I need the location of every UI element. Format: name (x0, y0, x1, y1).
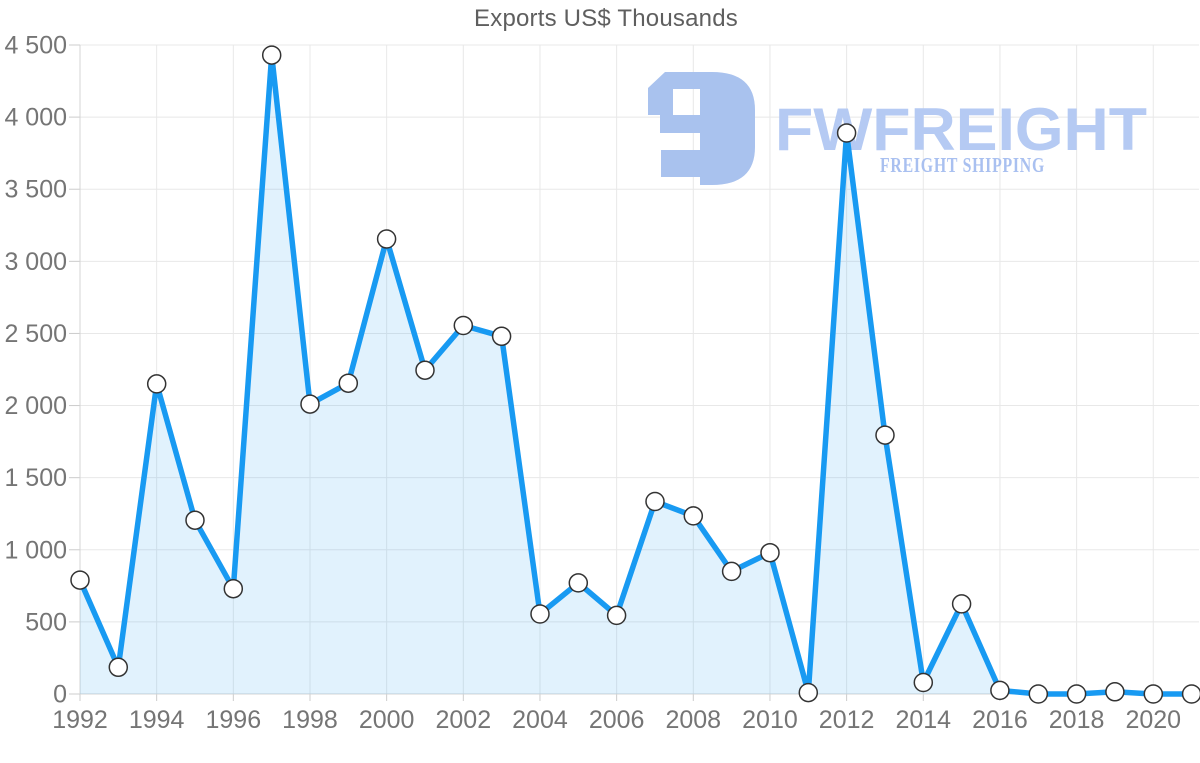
fwfreight-logo-icon (648, 72, 755, 185)
x-axis-label: 1992 (52, 706, 108, 734)
y-axis-label: 2 500 (4, 320, 67, 348)
logo-top-bar (648, 72, 700, 115)
data-point-2000[interactable] (376, 229, 397, 249)
x-axis-label: 2012 (819, 706, 875, 734)
x-axis-label: 2000 (359, 706, 415, 734)
chart-title: Exports US$ Thousands (474, 5, 738, 32)
data-point-2020[interactable] (1143, 684, 1164, 704)
x-axis-label: 2020 (1125, 706, 1181, 734)
y-axis-label: 0 (53, 681, 67, 709)
data-point-2010[interactable] (760, 542, 780, 563)
data-point-2017[interactable] (1028, 684, 1049, 704)
logo-middle-bar (660, 115, 700, 133)
data-point-1999[interactable] (338, 373, 359, 393)
fwfreight-watermark: FWFREIGHT FREIGHT SHIPPING (648, 72, 1147, 185)
logo-foot-bar (661, 150, 700, 177)
data-point-2014[interactable] (913, 672, 934, 693)
data-point-2006[interactable] (606, 605, 627, 626)
y-axis-label: 3 500 (4, 176, 67, 204)
data-point-2019[interactable] (1105, 682, 1125, 702)
data-point-1998[interactable] (300, 394, 320, 414)
data-point-2009[interactable] (721, 561, 742, 582)
x-axis-label: 2014 (895, 706, 951, 734)
data-point-2021[interactable] (1181, 684, 1200, 704)
data-point-1995[interactable] (185, 510, 205, 530)
data-point-1997[interactable] (261, 45, 282, 65)
series-layer (70, 45, 1200, 704)
data-point-2016[interactable] (990, 680, 1010, 701)
x-axis-label: 2002 (435, 706, 491, 734)
y-axis-label: 500 (25, 608, 67, 636)
data-point-2015[interactable] (951, 594, 972, 614)
data-point-2008[interactable] (683, 506, 704, 526)
y-axis-label: 2 000 (4, 392, 67, 420)
data-point-2007[interactable] (645, 491, 665, 512)
x-axis-label: 1998 (282, 706, 338, 734)
x-axis-label: 1996 (206, 706, 262, 734)
data-point-2018[interactable] (1066, 684, 1087, 704)
data-point-2003[interactable] (491, 326, 512, 347)
x-axis-label: 2010 (742, 706, 798, 734)
y-axis-label: 3 000 (4, 248, 67, 276)
data-point-2013[interactable] (875, 425, 895, 445)
x-axis-label: 2016 (972, 706, 1028, 734)
data-point-2004[interactable] (530, 604, 550, 624)
x-axis-label: 2008 (665, 706, 721, 734)
data-point-1996[interactable] (223, 578, 244, 599)
logo-right-bar (700, 72, 755, 185)
x-axis-label: 1994 (129, 706, 185, 734)
data-point-1994[interactable] (146, 374, 167, 394)
y-axis-label: 1 000 (4, 536, 67, 564)
data-point-2012[interactable] (836, 123, 857, 143)
data-point-2011[interactable] (798, 682, 819, 703)
watermark-brand-text: FWFREIGHT (775, 96, 1147, 163)
x-axis-label: 2018 (1049, 706, 1105, 734)
watermark-tagline-text: FREIGHT SHIPPING (880, 153, 1045, 177)
series-area (80, 55, 1192, 695)
x-axis-label: 2004 (512, 706, 568, 734)
data-point-1992[interactable] (70, 570, 90, 590)
y-axis-label: 4 000 (4, 104, 67, 132)
data-point-2001[interactable] (415, 360, 435, 380)
data-point-2005[interactable] (568, 573, 589, 593)
data-point-1993[interactable] (108, 657, 129, 678)
y-axis-label: 1 500 (4, 464, 67, 492)
x-axis-label: 2006 (589, 706, 645, 734)
y-axis-label: 4 500 (4, 32, 67, 60)
data-point-2002[interactable] (453, 315, 474, 336)
